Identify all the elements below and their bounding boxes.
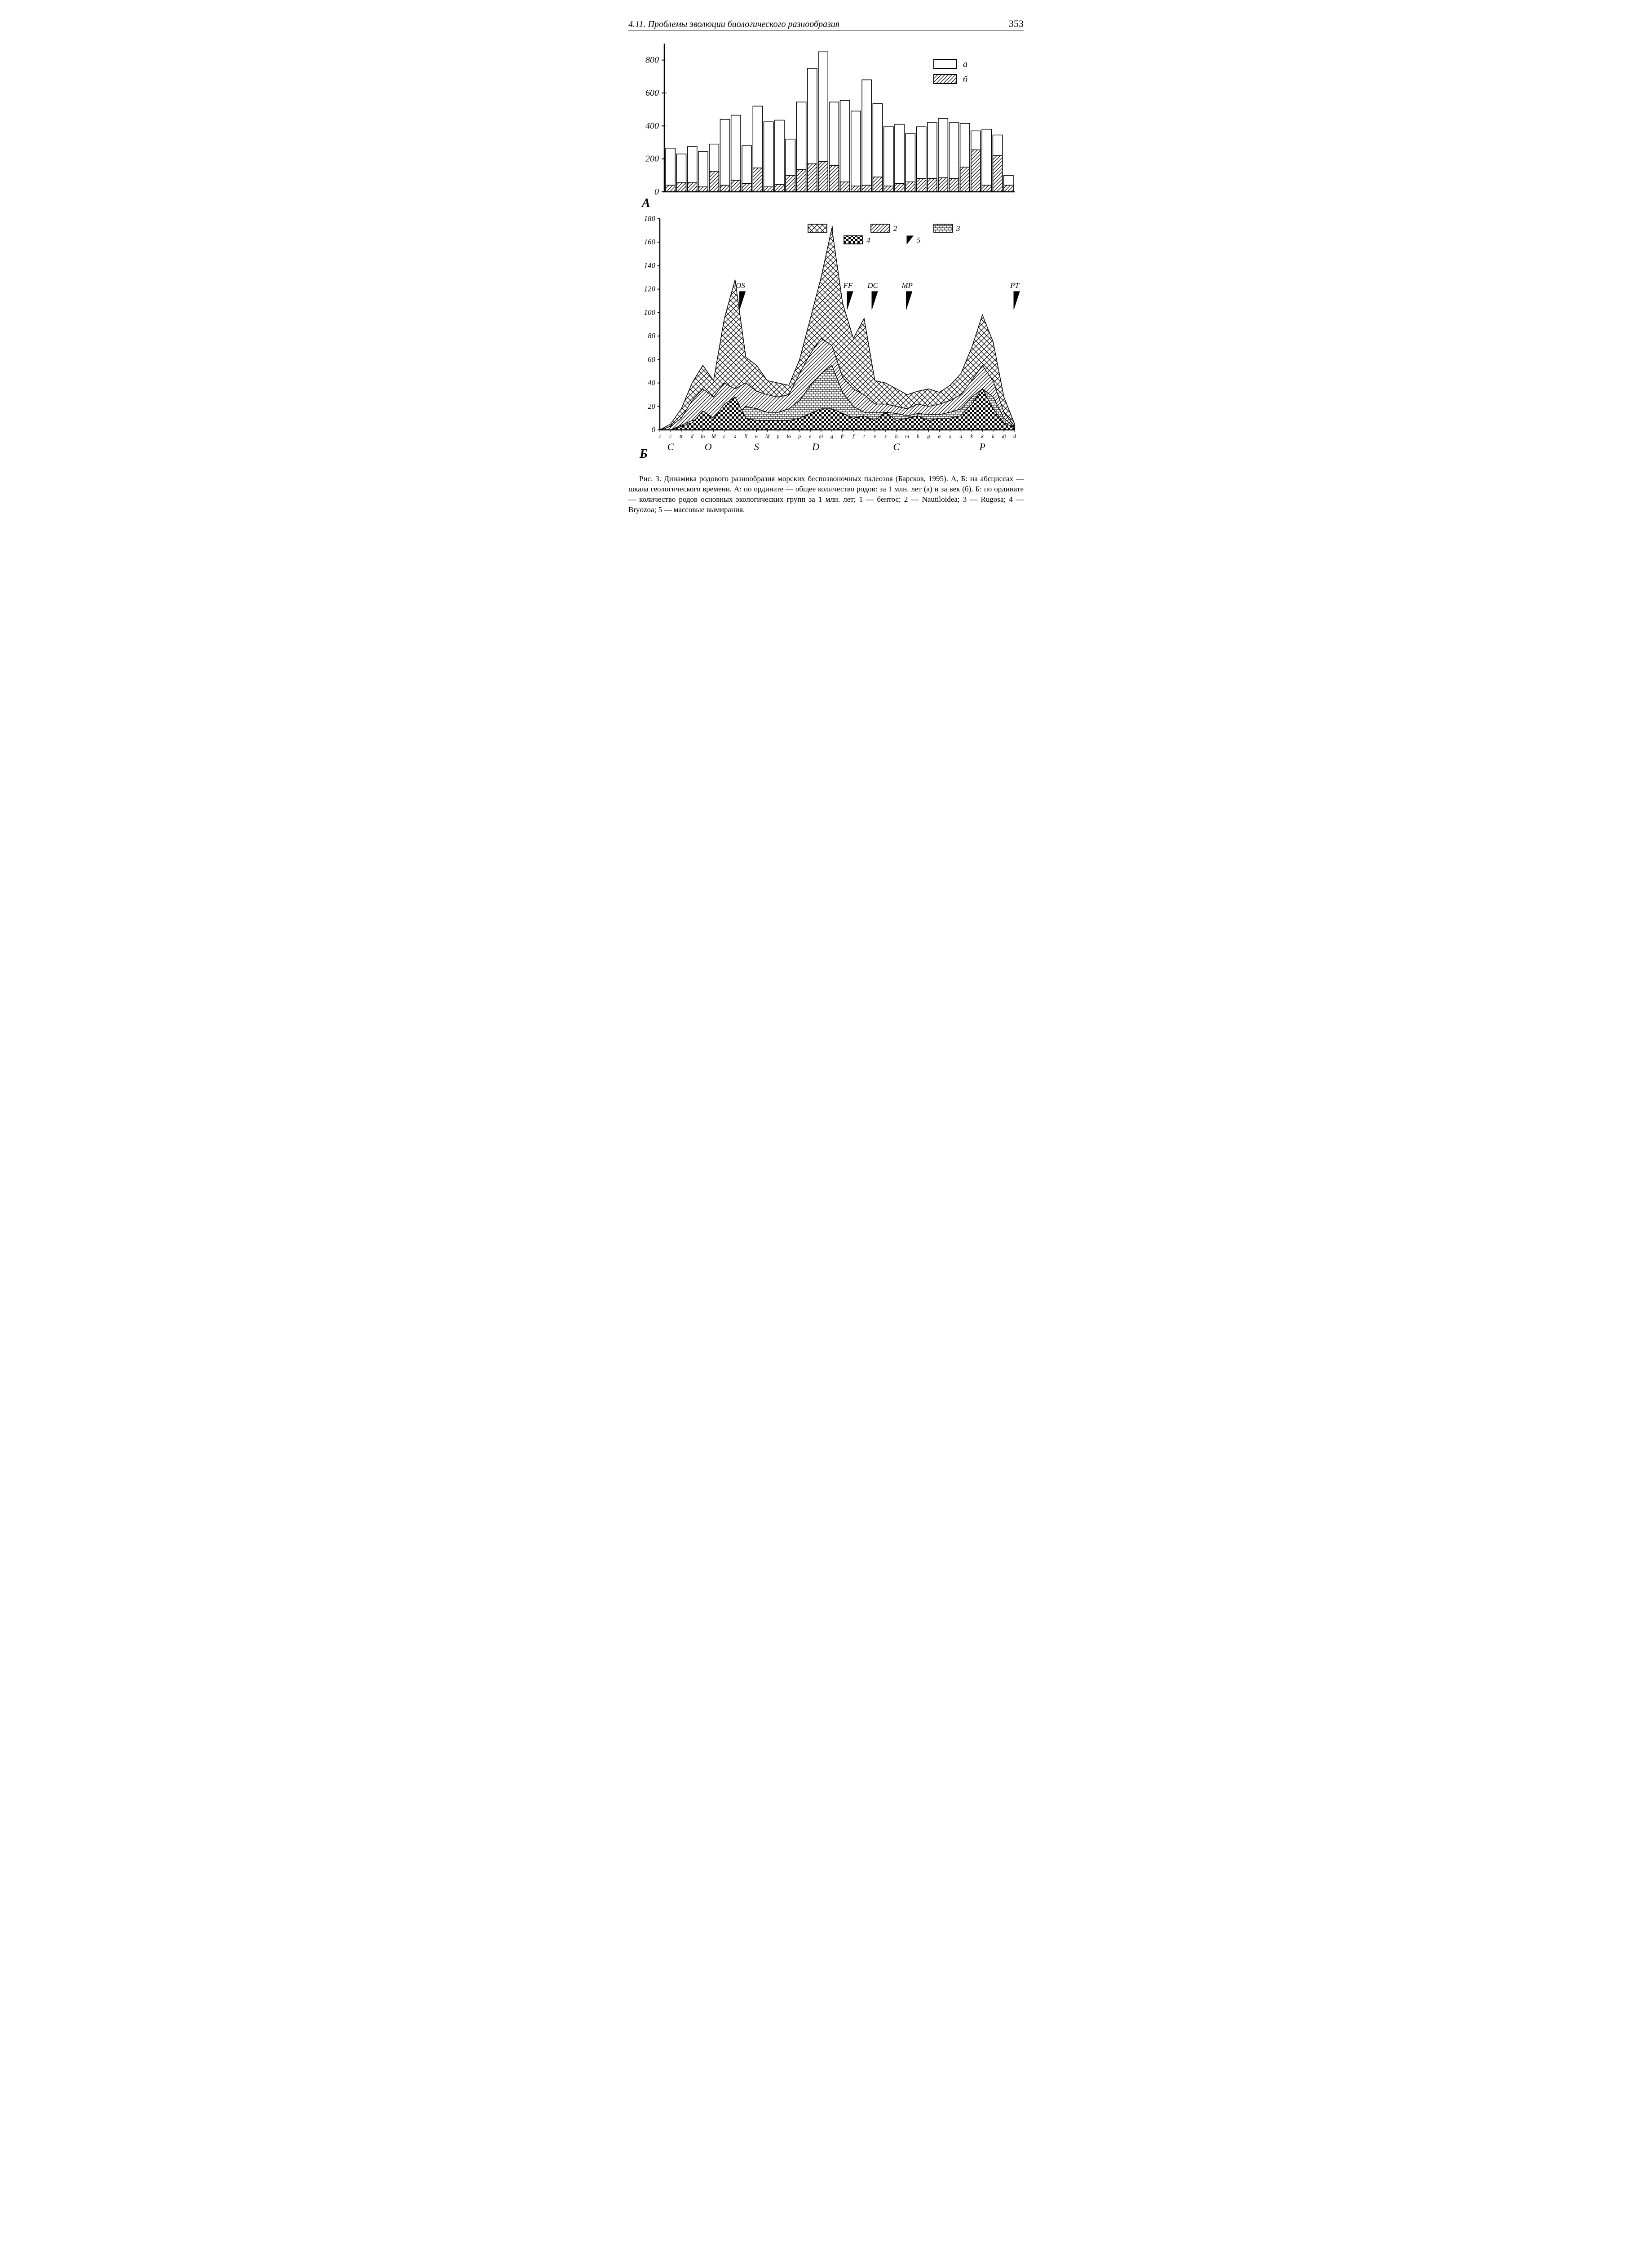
svg-text:b: b	[895, 433, 898, 439]
svg-text:140: 140	[644, 261, 656, 270]
svg-text:Б: Б	[639, 447, 648, 461]
svg-text:0: 0	[654, 187, 659, 197]
svg-text:ld: ld	[711, 433, 716, 439]
svg-text:600: 600	[645, 88, 659, 98]
extinction-label: OS	[736, 281, 745, 290]
extinction-label: FF	[843, 281, 853, 290]
page-header: 4.11. Проблемы эволюции биологического р…	[628, 18, 1024, 31]
section-title: 4.11. Проблемы эволюции биологического р…	[628, 19, 839, 30]
svg-text:lo: lo	[787, 433, 791, 439]
svg-text:60: 60	[648, 355, 656, 363]
period-label: D	[812, 441, 819, 452]
svg-text:t: t	[863, 433, 865, 439]
svg-text:e: e	[809, 433, 812, 439]
extinction-label: PT	[1010, 281, 1020, 290]
svg-text:d: d	[691, 433, 694, 439]
svg-text:160: 160	[644, 238, 656, 246]
svg-text:800: 800	[645, 55, 659, 65]
svg-text:c: c	[669, 433, 672, 439]
svg-text:80: 80	[648, 332, 656, 340]
svg-text:g: g	[927, 433, 930, 439]
svg-text:f: f	[853, 433, 855, 439]
svg-text:А: А	[641, 196, 650, 210]
svg-text:20: 20	[648, 402, 656, 411]
svg-text:180: 180	[644, 214, 656, 223]
svg-text:w: w	[755, 433, 758, 439]
period-label: P	[979, 441, 985, 452]
extinction-label: DC	[867, 281, 878, 290]
svg-text:k: k	[992, 433, 994, 439]
svg-text:p: p	[776, 433, 779, 439]
svg-text:1: 1	[830, 224, 835, 233]
svg-text:100: 100	[644, 308, 656, 317]
svg-text:a: a	[938, 433, 941, 439]
svg-text:c: c	[723, 433, 726, 439]
extinction-marker-icon	[740, 292, 746, 309]
extinction-marker-icon	[847, 292, 853, 309]
svg-text:ln: ln	[701, 433, 705, 439]
svg-text:40: 40	[648, 379, 656, 387]
svg-text:s: s	[884, 433, 887, 439]
svg-text:g: g	[830, 433, 833, 439]
svg-text:0: 0	[652, 425, 656, 434]
svg-text:а: а	[963, 59, 967, 69]
svg-text:k: k	[981, 433, 984, 439]
svg-text:dj: dj	[1002, 433, 1006, 439]
extinction-marker-icon	[1014, 292, 1020, 309]
svg-text:ld: ld	[765, 433, 770, 439]
svg-text:v: v	[874, 433, 876, 439]
svg-text:4: 4	[866, 236, 870, 244]
svg-text:ll: ll	[744, 433, 747, 439]
figure-caption: Рис. 3. Динамика родового разнообразия м…	[628, 474, 1024, 515]
svg-text:fr: fr	[841, 433, 844, 439]
extinction-label: MP	[901, 281, 913, 290]
svg-text:a: a	[959, 433, 962, 439]
svg-text:m: m	[905, 433, 909, 439]
period-label: C	[667, 441, 674, 452]
svg-text:5: 5	[917, 236, 921, 244]
svg-text:s: s	[949, 433, 951, 439]
svg-text:б: б	[963, 75, 968, 84]
svg-text:400: 400	[645, 121, 659, 131]
svg-text:d: d	[1013, 433, 1016, 439]
svg-text:2: 2	[893, 224, 897, 233]
chart-a: 0 200 400 600 800 аб А	[628, 39, 1024, 210]
svg-text:ei: ei	[819, 433, 823, 439]
period-label: O	[705, 441, 712, 452]
svg-text:120: 120	[644, 285, 656, 293]
chart-b: 020406080100120140160180OSFFDCMPPTcctrdl…	[628, 214, 1024, 466]
period-label: S	[754, 441, 759, 452]
svg-text:a: a	[734, 433, 737, 439]
svg-text:200: 200	[645, 154, 659, 164]
page-number: 353	[1009, 18, 1024, 30]
svg-text:c: c	[658, 433, 661, 439]
extinction-marker-icon	[872, 292, 878, 309]
period-label: C	[893, 441, 900, 452]
svg-text:tr: tr	[680, 433, 683, 439]
svg-text:k: k	[917, 433, 919, 439]
svg-text:p: p	[798, 433, 801, 439]
extinction-marker-icon	[906, 292, 912, 309]
svg-text:3: 3	[956, 224, 960, 233]
svg-text:k: k	[971, 433, 973, 439]
